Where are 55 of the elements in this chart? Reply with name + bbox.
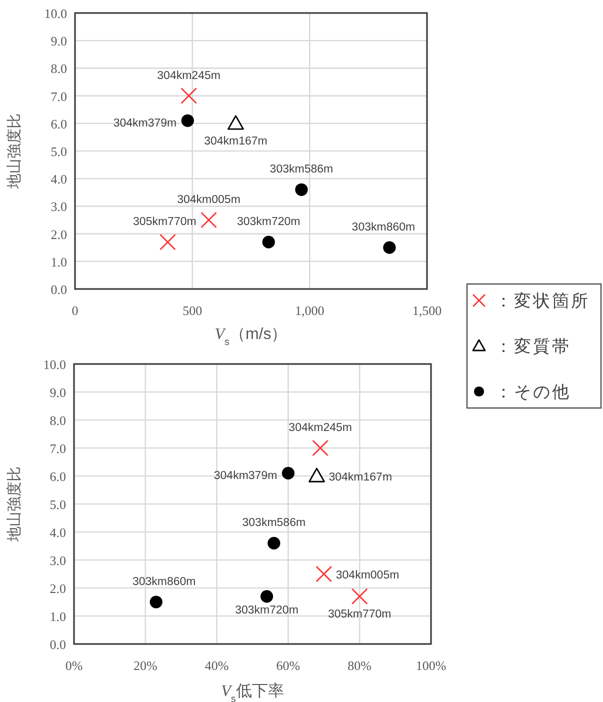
x-axis-title: V$_{s}$低下率	[221, 682, 284, 702]
annotation: 303km720m	[236, 216, 300, 228]
x-tick-label: 100%	[416, 658, 446, 673]
y-tick-label: 0.0	[50, 637, 66, 652]
y-tick-label: 5.0	[50, 144, 67, 159]
legend-label: ：変質帯	[495, 337, 571, 356]
legend-label: ：変状箇所	[495, 292, 590, 310]
annotation: 304km379m	[113, 118, 177, 130]
y-tick-label: 1.0	[50, 609, 66, 624]
y-tick-label: 9.0	[50, 34, 67, 49]
annotation: 303km860m	[132, 576, 196, 588]
y-axis-title: 地山強度比	[6, 466, 23, 542]
y-tick-label: 4.0	[50, 525, 66, 540]
y-tick-label: 10.0	[43, 357, 66, 372]
annotation: 304km005m	[177, 194, 240, 206]
y-tick-label: 6.0	[50, 116, 67, 132]
y-tick-label: 0.0	[50, 282, 67, 297]
x-tick-label: 0	[72, 303, 78, 318]
x-tick-label: 1,000	[295, 303, 324, 318]
annotation: 304km245m	[288, 422, 352, 434]
y-tick-label: 2.0	[50, 226, 67, 242]
annotation: 303km586m	[270, 164, 334, 176]
x-tick-label: 20%	[133, 658, 158, 673]
y-tick-label: 7.0	[50, 441, 66, 456]
y-tick-label: 6.0	[50, 469, 66, 484]
y-tick-label: 8.0	[50, 413, 66, 428]
y-axis-title: 地山強度比	[6, 114, 23, 190]
annotation: 305km770m	[328, 608, 392, 620]
annotation: 303km720m	[235, 604, 298, 616]
legend-label: ：その他	[495, 382, 571, 402]
x-tick-label: 40%	[204, 658, 229, 673]
annotation: 304km167m	[204, 135, 268, 148]
x-tick-label: 60%	[276, 658, 300, 673]
x-tick-label: 500	[182, 303, 202, 318]
annotation: 304km245m	[157, 70, 220, 82]
annotation: 305km770m	[133, 216, 196, 228]
y-tick-label: 9.0	[50, 385, 66, 400]
x-axis-title: V$_{s}$（m/s）	[214, 326, 288, 348]
y-tick-label: 1.0	[50, 254, 67, 270]
y-tick-label: 2.0	[50, 581, 66, 596]
annotation: 304km005m	[336, 570, 400, 582]
y-tick-label: 7.0	[50, 88, 67, 104]
y-tick-label: 3.0	[50, 553, 66, 568]
annotation: 304km167m	[328, 472, 392, 484]
y-tick-label: 3.0	[50, 199, 67, 214]
annotation: 304km379m	[214, 470, 278, 482]
x-tick-label: 1,500	[412, 303, 442, 318]
y-tick-label: 8.0	[50, 61, 67, 76]
y-tick-label: 5.0	[50, 497, 66, 512]
annotation: 303km586m	[242, 517, 306, 530]
x-tick-label: 0%	[65, 658, 83, 673]
y-tick-label: 4.0	[50, 172, 67, 187]
x-tick-label: 80%	[348, 658, 372, 673]
annotation: 303km860m	[352, 222, 416, 234]
y-tick-label: 10.0	[44, 6, 67, 21]
